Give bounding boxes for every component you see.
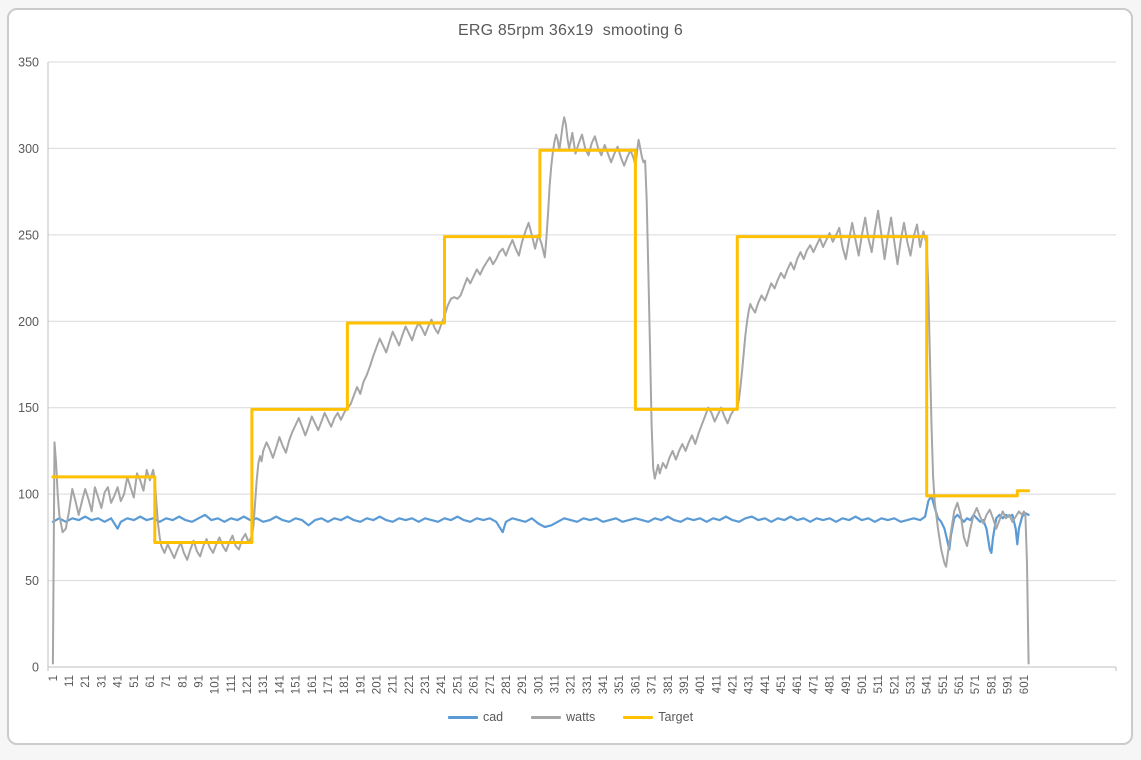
x-tick-label: 371 <box>647 675 659 694</box>
legend-swatch-Target <box>623 715 654 719</box>
legend: cad watts Target <box>0 710 1141 724</box>
y-tick-label: 50 <box>25 574 39 588</box>
x-tick-label: 171 <box>323 675 335 694</box>
x-tick-label: 181 <box>339 675 351 694</box>
x-tick-label: 441 <box>760 675 772 694</box>
x-tick-label: 401 <box>695 675 707 694</box>
legend-swatch-cad <box>447 715 478 719</box>
x-tick-label: 281 <box>501 675 513 694</box>
y-tick-label: 100 <box>18 488 39 502</box>
y-tick-label: 0 <box>32 661 39 675</box>
x-tick-label: 541 <box>922 675 934 694</box>
x-tick-label: 321 <box>566 675 578 694</box>
chart-title: ERG 85rpm 36x19 smooting 6 <box>457 22 684 39</box>
series-lines <box>51 116 1031 665</box>
x-tick-label: 361 <box>630 675 642 694</box>
x-tick-label: 471 <box>808 675 820 694</box>
x-tick-label: 61 <box>145 675 157 688</box>
x-tick-label: 521 <box>889 675 901 694</box>
y-tick-label: 300 <box>18 142 39 156</box>
legend-item-watts[interactable]: watts <box>531 710 595 724</box>
x-tick-label: 201 <box>371 675 383 694</box>
chart-area[interactable] <box>7 8 1133 745</box>
y-tick-label: 200 <box>18 315 39 329</box>
x-tick-labels: 1 11 21 31 41 51 61 71 81 91 101 111 121 131 141 151 161… <box>48 675 1031 694</box>
x-tick-label: 391 <box>679 675 691 694</box>
legend-item-Target[interactable]: Target <box>623 710 693 724</box>
legend-label: watts <box>566 710 596 724</box>
x-tick-label: 561 <box>954 675 966 694</box>
x-tick-label: 161 <box>307 675 319 694</box>
x-tick-label: 121 <box>242 675 254 694</box>
x-tick-label: 151 <box>291 675 303 694</box>
x-tick-label: 381 <box>663 675 675 694</box>
gridlines <box>48 61 1116 582</box>
x-tick-label: 341 <box>598 675 610 694</box>
x-tick-label: 71 <box>161 675 173 688</box>
legend-swatch-watts <box>531 715 562 719</box>
x-tick-label: 431 <box>744 675 756 694</box>
x-tick-label: 31 <box>96 675 108 688</box>
x-tick-label: 491 <box>841 675 853 694</box>
x-tick-label: 291 <box>517 675 529 694</box>
x-tick-label: 351 <box>614 675 626 694</box>
axes <box>47 62 1117 671</box>
x-tick-label: 571 <box>970 675 982 694</box>
x-tick-label: 141 <box>274 675 286 694</box>
legend-label: cad <box>482 710 504 724</box>
legend-label: Target <box>658 710 694 724</box>
x-tick-label: 511 <box>873 675 885 693</box>
y-tick-labels: 0 50 100 150 200 250 300 350 <box>18 56 39 675</box>
x-tick-label: 501 <box>857 675 869 694</box>
x-tick-label: 531 <box>905 675 917 694</box>
x-tick-label: 111 <box>226 675 238 692</box>
y-tick-label: 150 <box>18 401 39 415</box>
x-tick-label: 91 <box>193 675 205 688</box>
x-tick-label: 551 <box>938 675 950 694</box>
x-tick-label: 461 <box>792 675 804 694</box>
x-tick-label: 271 <box>485 675 497 694</box>
x-tick-label: 331 <box>582 675 594 694</box>
x-tick-label: 251 <box>452 675 464 694</box>
x-tick-label: 591 <box>1003 675 1015 694</box>
x-tick-label: 481 <box>825 675 837 694</box>
x-tick-label: 11 <box>64 675 76 687</box>
x-tick-label: 311 <box>549 675 561 693</box>
series-line-cad[interactable] <box>51 494 1030 555</box>
x-tick-label: 81 <box>177 675 189 688</box>
x-tick-label: 601 <box>1019 675 1031 694</box>
x-tick-label: 261 <box>469 675 481 694</box>
x-tick-label: 191 <box>355 675 367 694</box>
x-tick-label: 51 <box>129 675 141 688</box>
x-tick-label: 1 <box>48 675 60 681</box>
x-tick-label: 231 <box>420 675 432 694</box>
x-tick-label: 241 <box>436 675 448 694</box>
y-tick-label: 350 <box>18 56 39 70</box>
legend-item-cad[interactable]: cad <box>447 710 504 724</box>
x-tick-label: 301 <box>533 675 545 694</box>
x-tick-label: 221 <box>404 675 416 694</box>
x-tick-label: 101 <box>210 675 222 694</box>
x-tick-label: 411 <box>711 675 723 693</box>
x-tick-label: 451 <box>776 675 788 694</box>
x-tick-label: 41 <box>113 675 125 688</box>
series-line-Target[interactable] <box>51 148 1031 544</box>
x-tick-label: 421 <box>727 675 739 694</box>
x-tick-label: 581 <box>986 675 998 694</box>
x-tick-label: 211 <box>388 675 400 693</box>
x-tick-label: 131 <box>258 675 270 694</box>
x-tick-label: 21 <box>80 675 92 688</box>
y-tick-label: 250 <box>18 228 39 242</box>
